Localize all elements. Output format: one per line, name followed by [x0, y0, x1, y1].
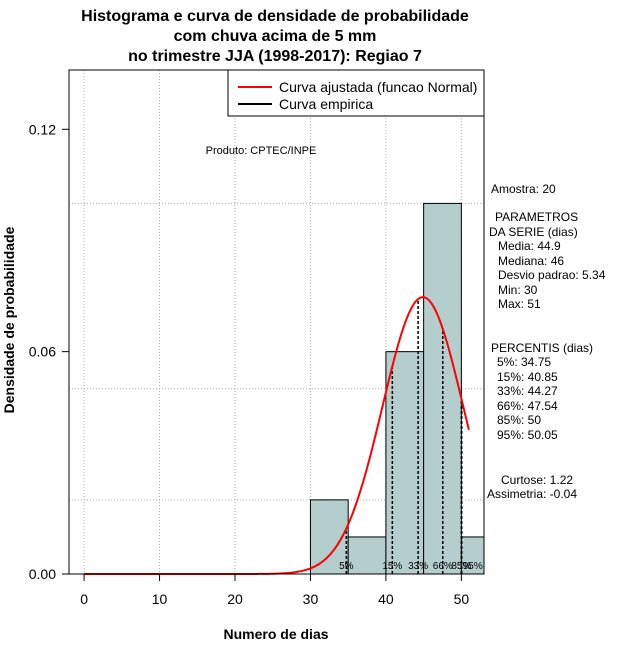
legend-label-fit: Curva ajustada (funcao Normal)	[279, 79, 477, 95]
percentile-label: 95%	[463, 561, 483, 572]
percentil-85: 85%: 50	[497, 413, 541, 427]
legend: Curva ajustada (funcao Normal) Curva emp…	[227, 69, 485, 117]
legend-box	[227, 69, 485, 117]
y-tick-label: 0.12	[29, 121, 56, 137]
param-median: Mediana: 46	[498, 254, 564, 268]
percentile-label: 33%	[408, 561, 428, 572]
y-axis: 0.00 0.06 0.12	[29, 121, 70, 582]
x-axis-title: Numero de dias	[223, 626, 328, 642]
x-axis: 0 10 20 30 40 50	[80, 573, 470, 607]
sample-size: Amostra: 20	[491, 182, 556, 196]
x-tick-label: 0	[80, 591, 88, 607]
curtose: Curtose: 1.22	[501, 473, 573, 487]
legend-label-empirical: Curva empirica	[279, 96, 373, 112]
chart-title-line-2: com chuva acima de 5 mm	[174, 28, 377, 45]
statistics-panel: Amostra: 20 PARAMETROS DA SERIE (dias) M…	[487, 182, 606, 501]
x-tick-label: 20	[227, 591, 243, 607]
histogram-bar	[347, 536, 387, 575]
percentile-label: 5%	[339, 561, 354, 572]
percentil-95: 95%: 50.05	[497, 428, 558, 442]
y-tick-label: 0.06	[29, 344, 56, 360]
percentil-15: 15%: 40.85	[497, 370, 558, 384]
param-max: Max: 51	[498, 297, 541, 311]
param-sd: Desvio padrao: 5.34	[498, 268, 606, 282]
product-label: Produto: CPTEC/INPE	[206, 145, 317, 157]
percentil-5: 5%: 34.75	[497, 355, 551, 369]
chart-title-line-1: Histograma e curva de densidade de proba…	[81, 8, 469, 25]
x-tick-label: 40	[378, 591, 394, 607]
params-title-1: PARAMETROS	[495, 210, 578, 224]
percentile-label: 66%	[433, 561, 453, 572]
percentis-title: PERCENTIS (dias)	[491, 341, 593, 355]
percentile-lines: 5%15%33%66%85%95%	[339, 299, 483, 574]
percentil-66: 66%: 47.54	[497, 399, 558, 413]
x-tick-label: 30	[303, 591, 319, 607]
percentile-label: 15%	[382, 561, 402, 572]
param-mean: Media: 44.9	[498, 239, 561, 253]
x-tick-label: 50	[454, 591, 470, 607]
x-tick-label: 10	[152, 591, 168, 607]
assimetria: Assimetria: -0.04	[487, 487, 577, 501]
y-axis-title: Densidade de probabilidade	[1, 226, 17, 413]
y-tick-label: 0.00	[29, 566, 56, 582]
chart-title-line-3: no trimestre JJA (1998-2017): Regiao 7	[128, 48, 422, 65]
params-title-2: DA SERIE (dias)	[489, 225, 578, 239]
param-min: Min: 30	[498, 283, 538, 297]
percentil-33: 33%: 44.27	[497, 384, 558, 398]
